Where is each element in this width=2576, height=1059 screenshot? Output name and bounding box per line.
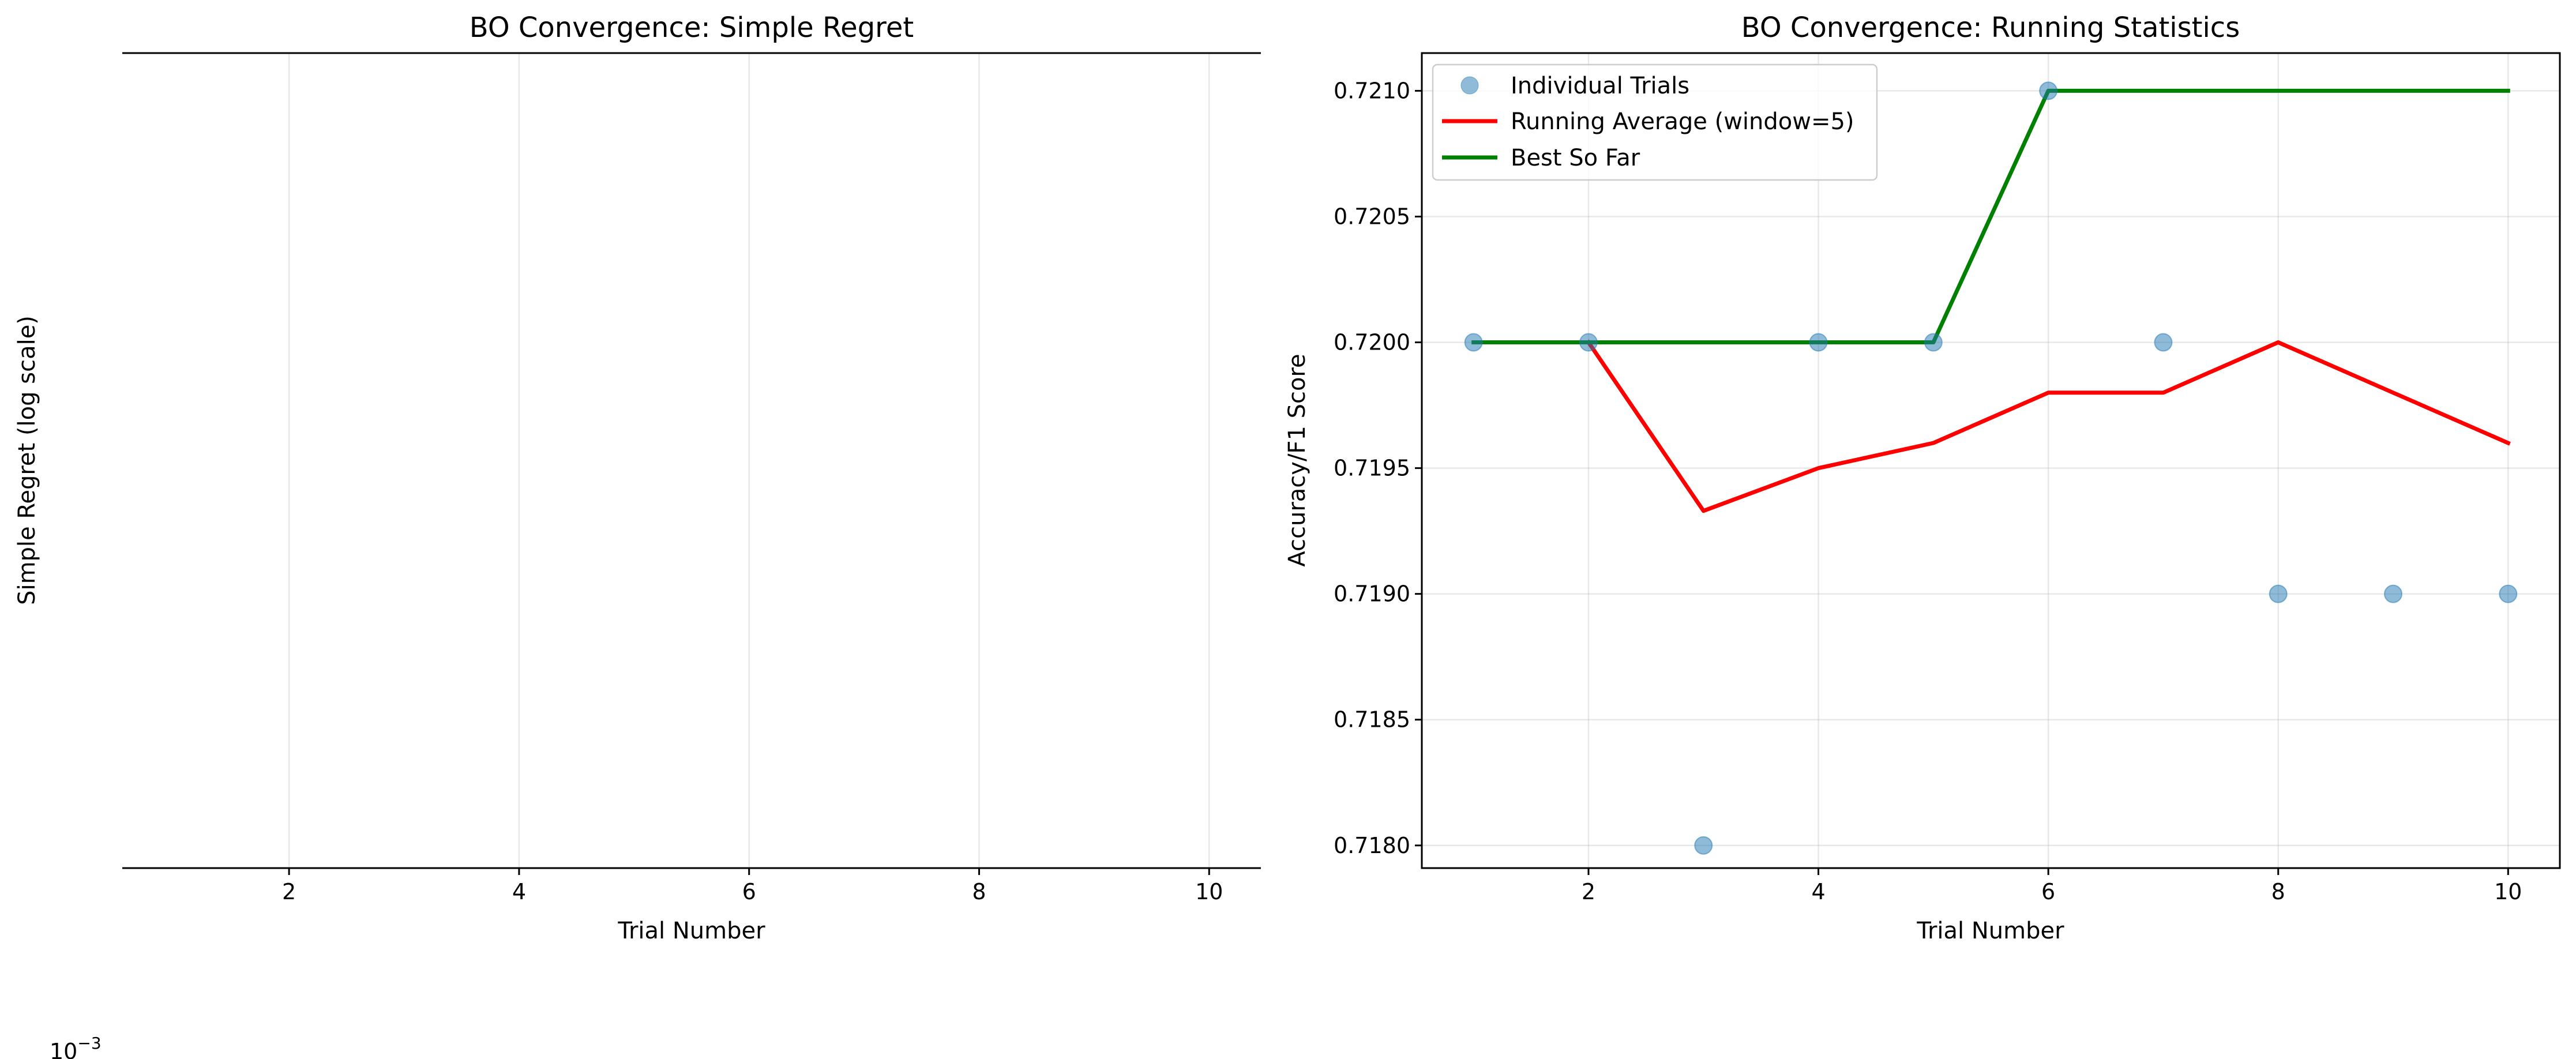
left-x-ticks: 2 4 6 8 10 <box>282 868 1223 904</box>
left-x-tick-label: 10 <box>1195 879 1223 904</box>
right-series <box>1464 81 2518 855</box>
trial-point <box>2154 333 2173 352</box>
right-y-tick-label: 0.7205 <box>1334 204 1410 229</box>
left-y-axis-label: Simple Regret (log scale) <box>14 316 40 605</box>
left-x-tick-label: 6 <box>742 879 756 904</box>
right-x-tick-label: 2 <box>1582 879 1595 904</box>
left-x-tick-label: 8 <box>972 879 986 904</box>
trial-point <box>1809 333 1828 352</box>
trial-point <box>2499 584 2518 603</box>
trial-point <box>1464 333 1483 352</box>
left-x-tick-label: 4 <box>512 879 526 904</box>
right-axes-frame <box>1421 52 2561 869</box>
right-y-tick-label: 0.7210 <box>1334 78 1410 103</box>
trial-point <box>2269 584 2288 603</box>
trial-point <box>1579 333 1598 352</box>
left-offset-text: 10−3 <box>50 1034 102 1059</box>
left-grid <box>288 53 1210 868</box>
series-line-running-average-window-5 <box>1586 339 2511 513</box>
right-chart-title: BO Convergence: Running Statistics <box>1741 12 2240 44</box>
legend-label-individual-trials: Individual Trials <box>1511 73 1689 99</box>
right-y-tick-label: 0.7180 <box>1334 833 1410 858</box>
right-x-tick-label: 6 <box>2041 879 2055 904</box>
right-y-tick-label: 0.7185 <box>1334 707 1410 733</box>
right-x-axis-label: Trial Number <box>1916 918 2064 944</box>
trial-point <box>2039 81 2058 100</box>
trial-point <box>1694 836 1713 855</box>
trial-point <box>1924 333 1943 352</box>
legend: Individual Trials Running Average (windo… <box>1432 63 1878 181</box>
legend-frame <box>1432 63 1878 181</box>
left-offset-exponent: −3 <box>77 1034 101 1053</box>
right-y-tick-label: 0.7200 <box>1334 330 1410 355</box>
right-y-axis-label: Accuracy/F1 Score <box>1284 354 1310 566</box>
right-x-tick-label: 10 <box>2494 879 2522 904</box>
right-y-ticks: 0.7180 0.7185 0.7190 0.7195 0.7200 0.7205 0.72… <box>1334 78 1422 858</box>
legend-marker-individual-trials <box>1460 76 1479 95</box>
right-x-ticks: 2 4 6 8 10 <box>1582 868 2522 904</box>
right-x-tick-label: 8 <box>2271 879 2285 904</box>
trial-point <box>2384 584 2403 603</box>
left-offset-base: 10 <box>50 1039 77 1059</box>
simple-regret-panel: 2 4 6 8 10 BO Convergence: Simple Regret Tri… <box>14 12 1261 1059</box>
left-x-axis-label: Trial Number <box>617 918 765 944</box>
legend-label-running-average: Running Average (window=5) <box>1511 108 1854 135</box>
legend-label-best-so-far: Best So Far <box>1511 145 1640 171</box>
running-statistics-panel: 2 4 6 8 10 0.71800.71850.71900.71950.72000.7… <box>1284 12 2561 944</box>
right-y-tick-label: 0.7195 <box>1334 456 1410 481</box>
series-line-best-so-far <box>1471 88 2510 344</box>
left-x-tick-label: 2 <box>282 879 296 904</box>
right-y-tick-label: 0.7190 <box>1334 581 1410 607</box>
left-chart-title: BO Convergence: Simple Regret <box>470 12 914 44</box>
right-x-tick-label: 4 <box>1811 879 1825 904</box>
